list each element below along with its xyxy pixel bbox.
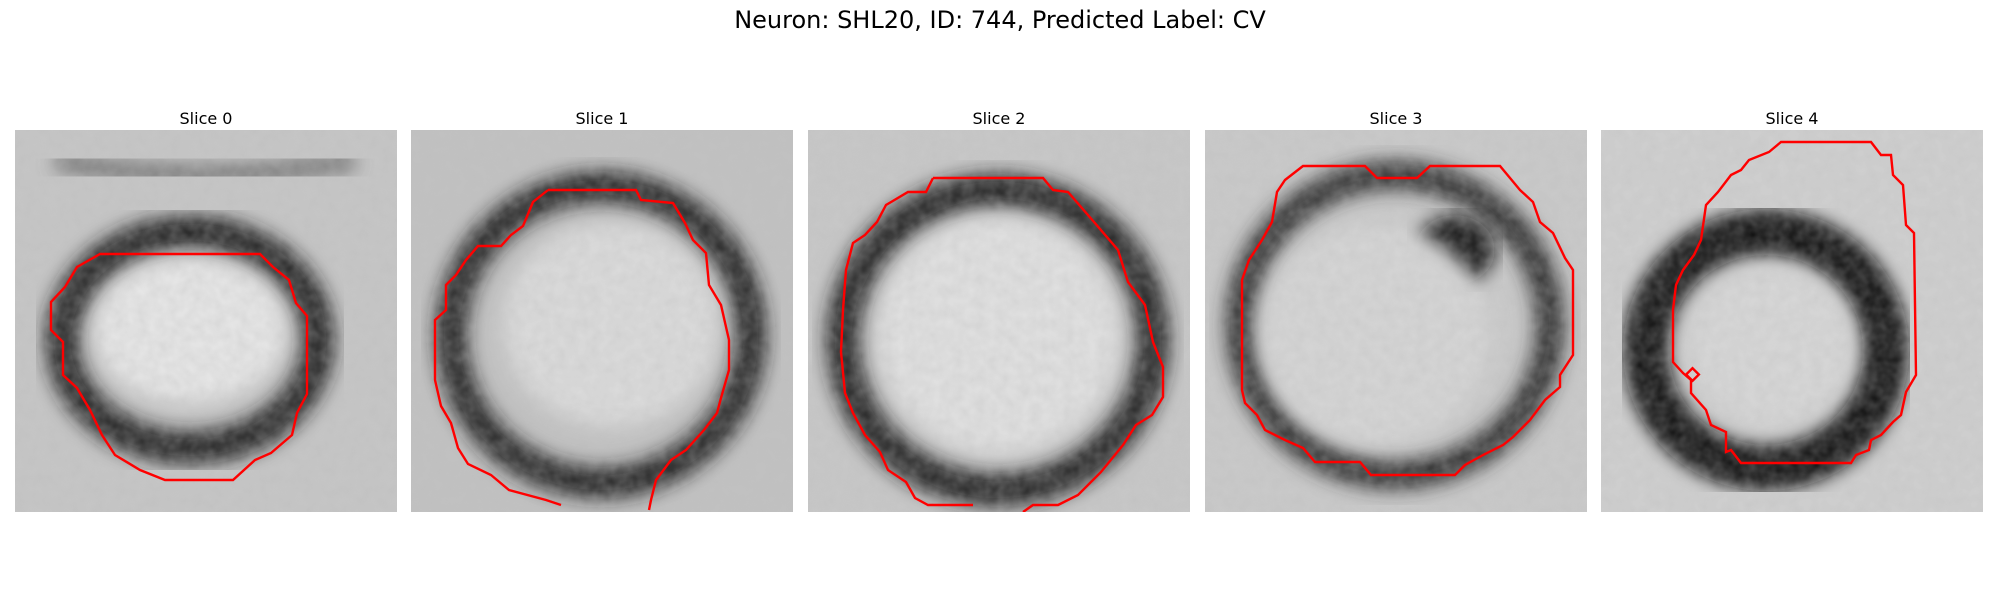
slice-panel-1: Slice 1 bbox=[411, 108, 793, 512]
slice-title-3: Slice 3 bbox=[1205, 108, 1587, 130]
slice-image-1 bbox=[411, 130, 793, 512]
slice-title-4: Slice 4 bbox=[1601, 108, 1983, 130]
slice-image-3 bbox=[1205, 130, 1587, 512]
slice-panel-3: Slice 3 bbox=[1205, 108, 1587, 512]
slice-panel-2: Slice 2 bbox=[808, 108, 1190, 512]
figure-title: Neuron: SHL20, ID: 744, Predicted Label:… bbox=[0, 6, 2000, 34]
slice-image-2 bbox=[808, 130, 1190, 512]
slice-image-0 bbox=[15, 130, 397, 512]
slice-title-1: Slice 1 bbox=[411, 108, 793, 130]
slice-image-4 bbox=[1601, 130, 1983, 512]
slice-title-2: Slice 2 bbox=[808, 108, 1190, 130]
slice-title-0: Slice 0 bbox=[15, 108, 397, 130]
slice-panel-0: Slice 0 bbox=[15, 108, 397, 512]
slice-panel-4: Slice 4 bbox=[1601, 108, 1983, 512]
